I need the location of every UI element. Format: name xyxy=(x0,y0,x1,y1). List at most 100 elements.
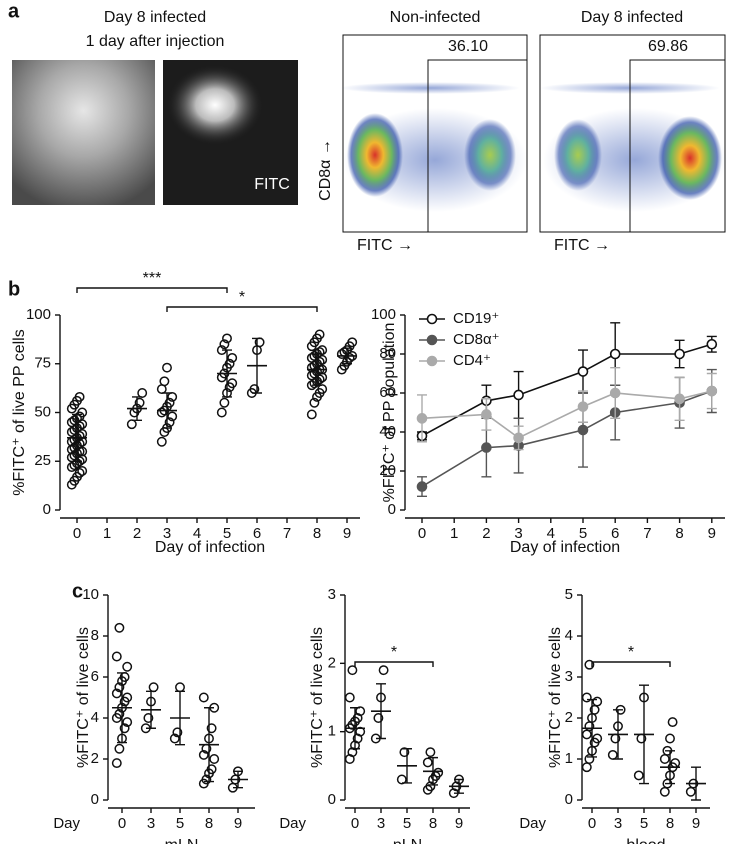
data-point xyxy=(122,692,133,703)
x-axis-label: blood xyxy=(626,837,665,844)
x-tick-label: 3 xyxy=(377,815,385,832)
significance-bracket xyxy=(354,661,434,667)
data-point xyxy=(706,385,718,397)
x-tick-label: 1 xyxy=(103,525,111,542)
data-point xyxy=(396,774,407,785)
x-tick-label: 1 xyxy=(450,525,458,542)
error-bar xyxy=(222,349,232,398)
x-tick-label: 5 xyxy=(176,815,184,832)
y-tick-label: 5 xyxy=(565,586,573,603)
error-bar xyxy=(162,392,172,429)
series-line xyxy=(421,390,713,488)
photo-title: 1 day after injection xyxy=(86,33,225,50)
y-tick-label: 2 xyxy=(91,750,99,767)
error-bar xyxy=(402,748,412,784)
significance-label: * xyxy=(239,289,245,306)
panel-letter: c xyxy=(72,580,83,602)
flow-x-label: FITC → xyxy=(554,237,610,254)
legend-label: CD8α⁺ xyxy=(453,331,500,348)
data-point xyxy=(227,378,238,389)
data-point xyxy=(143,713,154,723)
data-point xyxy=(167,411,178,422)
data-point xyxy=(481,409,492,420)
data-point xyxy=(416,413,428,424)
data-point xyxy=(581,762,592,773)
data-point xyxy=(373,713,384,723)
significance-bracket xyxy=(166,306,318,312)
data-point xyxy=(172,727,183,738)
legend-marker xyxy=(426,334,438,346)
x-tick-label: 5 xyxy=(640,815,648,832)
error-bar xyxy=(587,698,597,758)
gate xyxy=(629,59,726,233)
data-point xyxy=(659,754,670,764)
x-tick-label: 2 xyxy=(482,525,490,542)
y-tick-label: 0 xyxy=(565,791,573,808)
data-point xyxy=(224,358,235,369)
y-tick-label: 0 xyxy=(388,501,396,518)
data-point xyxy=(119,723,130,734)
x-axis-label: mLN xyxy=(165,837,199,844)
density xyxy=(347,113,403,197)
density xyxy=(658,116,722,200)
data-point xyxy=(685,786,696,797)
series-line xyxy=(421,390,712,439)
gate-value: 36.10 xyxy=(448,38,488,55)
y-axis-label: %FITC⁺ of live cells xyxy=(547,627,564,768)
x-tick-label: 2 xyxy=(133,525,141,542)
data-point xyxy=(592,733,603,744)
x-tick-label: 0 xyxy=(351,815,359,832)
x-tick-label: 8 xyxy=(666,815,674,832)
legend-label: CD4⁺ xyxy=(453,352,491,369)
data-point xyxy=(77,407,88,418)
data-point xyxy=(114,682,125,693)
error-bar xyxy=(665,750,675,785)
data-point xyxy=(433,767,444,778)
error-bar xyxy=(204,707,214,783)
error-bar xyxy=(691,766,701,801)
data-point xyxy=(706,338,718,350)
x-axis-label: pLN xyxy=(393,837,422,844)
data-point xyxy=(198,749,209,760)
data-point xyxy=(114,743,125,754)
data-point xyxy=(581,729,592,740)
data-point xyxy=(206,764,217,775)
data-point xyxy=(175,682,185,693)
data-point xyxy=(206,723,217,734)
panel-letter: b xyxy=(8,278,20,300)
data-point xyxy=(347,337,358,348)
data-point xyxy=(159,376,170,387)
data-point xyxy=(577,401,589,412)
x-tick-label: 5 xyxy=(403,815,411,832)
data-point xyxy=(665,733,675,744)
data-point xyxy=(164,397,175,408)
y-axis-label: %FITC⁺ of live cells xyxy=(309,627,326,768)
significance-bracket xyxy=(591,661,671,667)
data-point xyxy=(674,348,685,360)
x-tick-label: 0 xyxy=(73,525,81,542)
density xyxy=(340,82,520,94)
data-point xyxy=(584,659,595,670)
x-tick-label: 7 xyxy=(283,525,291,542)
x-axis-label: Day of infection xyxy=(510,539,620,556)
x-tick-label: 8 xyxy=(205,815,213,832)
data-point xyxy=(577,424,589,436)
data-point xyxy=(162,362,172,373)
data-point xyxy=(347,665,358,676)
fluorescence xyxy=(167,65,263,145)
data-point xyxy=(306,409,317,420)
data-point xyxy=(609,348,621,360)
error-bar xyxy=(376,683,386,740)
flow-y-label: CD8α → xyxy=(317,139,334,201)
x-tick-label: 0 xyxy=(418,525,426,542)
data-point xyxy=(314,347,325,357)
data-point xyxy=(633,770,644,781)
data-point xyxy=(77,466,88,476)
x-tick-header: Day xyxy=(519,815,546,832)
gate-value: 69.86 xyxy=(648,38,688,55)
y-tick-label: 2 xyxy=(328,654,336,671)
data-point xyxy=(74,468,85,478)
error-bar xyxy=(428,756,438,786)
x-tick-label: 9 xyxy=(692,815,700,832)
x-tick-label: 9 xyxy=(708,525,716,542)
